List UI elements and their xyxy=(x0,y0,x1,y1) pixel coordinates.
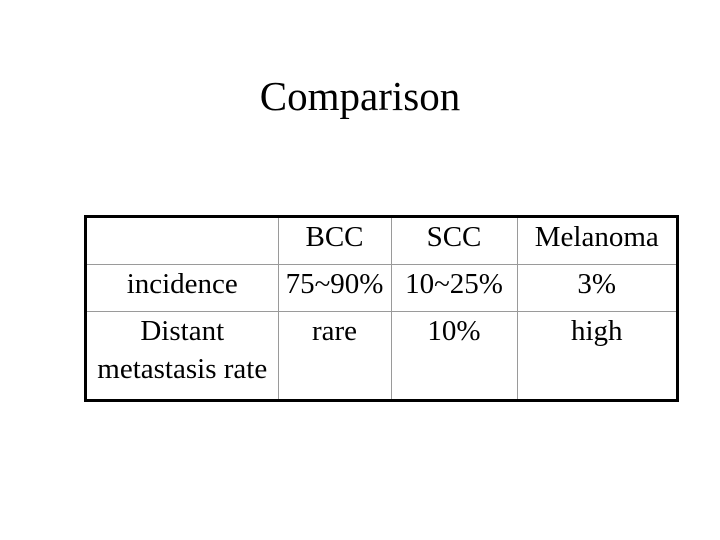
row-label-distant-metastasis: Distant metastasis rate xyxy=(87,311,279,399)
header-melanoma: Melanoma xyxy=(516,218,676,265)
header-corner-cell xyxy=(87,218,279,265)
table-row-distant-metastasis: Distant metastasis rate rare 10% high xyxy=(87,311,676,399)
cell-incidence-scc: 10~25% xyxy=(390,264,518,312)
cell-metastasis-bcc: rare xyxy=(277,311,392,399)
row-label-line-1: Distant xyxy=(140,315,225,347)
comparison-table: BCC SCC Melanoma incidence 75~90% 10~25%… xyxy=(84,215,679,402)
header-scc: SCC xyxy=(390,218,518,265)
row-label-line-2: metastasis rate xyxy=(97,353,268,385)
cell-incidence-bcc: 75~90% xyxy=(277,264,392,312)
row-label-incidence: incidence xyxy=(87,264,279,312)
header-bcc: BCC xyxy=(277,218,392,265)
cell-incidence-melanoma: 3% xyxy=(516,264,676,312)
table-header-row: BCC SCC Melanoma xyxy=(87,218,676,265)
cell-metastasis-scc: 10% xyxy=(390,311,518,399)
table-row-incidence: incidence 75~90% 10~25% 3% xyxy=(87,264,676,312)
cell-metastasis-melanoma: high xyxy=(516,311,676,399)
slide-title: Comparison xyxy=(259,73,461,119)
